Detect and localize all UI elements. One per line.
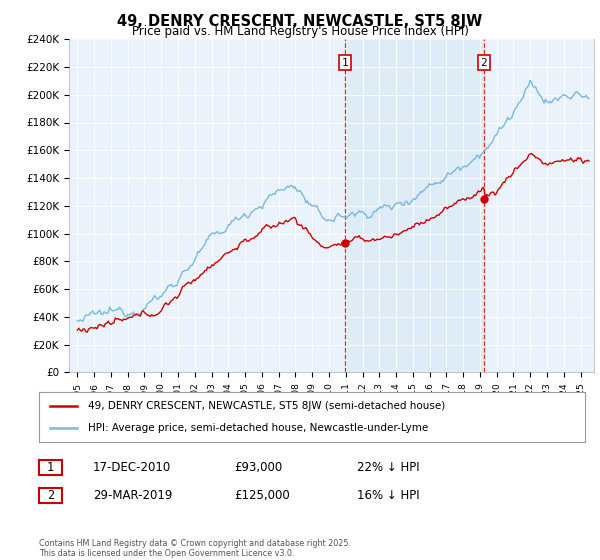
Text: 16% ↓ HPI: 16% ↓ HPI bbox=[357, 489, 419, 502]
Text: 2: 2 bbox=[481, 58, 487, 68]
Text: 49, DENRY CRESCENT, NEWCASTLE, ST5 8JW: 49, DENRY CRESCENT, NEWCASTLE, ST5 8JW bbox=[118, 14, 482, 29]
Text: £93,000: £93,000 bbox=[234, 461, 282, 474]
Text: Contains HM Land Registry data © Crown copyright and database right 2025.
This d: Contains HM Land Registry data © Crown c… bbox=[39, 539, 351, 558]
Text: Price paid vs. HM Land Registry's House Price Index (HPI): Price paid vs. HM Land Registry's House … bbox=[131, 25, 469, 38]
Text: 22% ↓ HPI: 22% ↓ HPI bbox=[357, 461, 419, 474]
Bar bbox=[345, 39, 484, 372]
Text: 1: 1 bbox=[47, 461, 54, 474]
Text: 29-MAR-2019: 29-MAR-2019 bbox=[93, 489, 172, 502]
Text: £125,000: £125,000 bbox=[234, 489, 290, 502]
Text: 2: 2 bbox=[47, 489, 54, 502]
Text: HPI: Average price, semi-detached house, Newcastle-under-Lyme: HPI: Average price, semi-detached house,… bbox=[88, 423, 428, 433]
Text: 17-DEC-2010: 17-DEC-2010 bbox=[93, 461, 171, 474]
Text: 49, DENRY CRESCENT, NEWCASTLE, ST5 8JW (semi-detached house): 49, DENRY CRESCENT, NEWCASTLE, ST5 8JW (… bbox=[88, 401, 445, 411]
Text: 1: 1 bbox=[342, 58, 349, 68]
